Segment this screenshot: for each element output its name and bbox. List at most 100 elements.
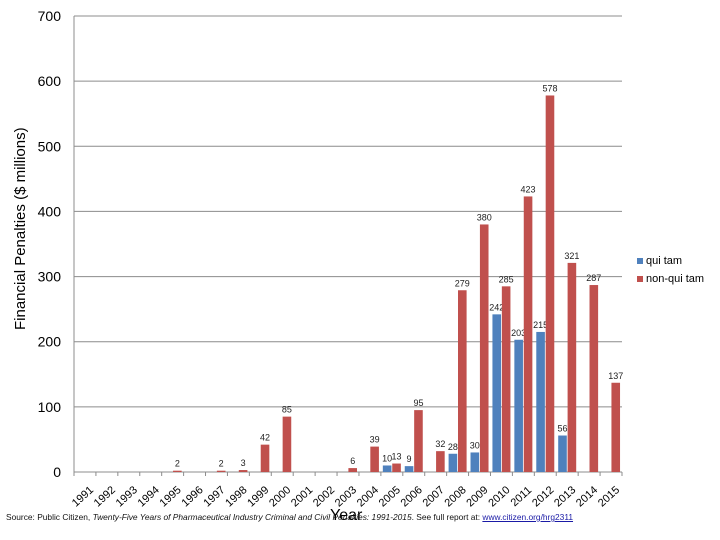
bar-non-qui-tam-2015: [611, 382, 621, 472]
bar-qui-tam-2013: [558, 435, 567, 472]
x-tick-label: 1996: [179, 484, 205, 509]
legend-label-non-qui-tam: non-qui tam: [646, 273, 705, 285]
x-tick-label: 2015: [596, 484, 622, 509]
bar-non-qui-tam-2006: [414, 410, 423, 472]
data-label-qui-tam-2005: 10: [382, 453, 392, 463]
bar-non-qui-tam-2009: [479, 224, 489, 472]
x-tick-label: 2003: [333, 484, 359, 509]
bar-non-qui-tam-1999: [260, 444, 270, 472]
source-prefix: Source: Public Citizen,: [6, 512, 93, 522]
data-label-qui-tam-2011: 203: [511, 328, 526, 338]
x-tick-label: 1994: [136, 484, 162, 509]
x-tick-label: 1997: [201, 484, 227, 509]
bar-non-qui-tam-2003: [348, 468, 357, 472]
bar-non-qui-tam-2008: [458, 290, 467, 472]
y-tick-label: 100: [38, 399, 62, 415]
data-label-non-qui-tam-1998: 3: [241, 458, 246, 468]
x-tick-label: 2009: [464, 484, 490, 509]
x-tick-label: 2008: [442, 484, 468, 509]
legend-item-qui-tam: qui tam: [637, 252, 704, 270]
x-tick-label: 1992: [92, 484, 118, 509]
data-label-qui-tam-2009: 30: [470, 440, 480, 450]
x-tick-label: 1991: [70, 484, 96, 509]
data-label-non-qui-tam-2012: 578: [542, 83, 557, 93]
data-label-qui-tam-2010: 242: [489, 302, 504, 312]
legend-swatch-qui-tam: [637, 258, 643, 264]
data-label-qui-tam-2008: 28: [448, 442, 458, 452]
data-label-non-qui-tam-2011: 423: [521, 184, 536, 194]
data-label-non-qui-tam-2010: 285: [499, 274, 514, 284]
legend-item-non-qui-tam: non-qui tam: [637, 270, 704, 288]
data-label-non-qui-tam-1999: 42: [260, 433, 270, 443]
x-tick-label: 1993: [114, 484, 140, 509]
bar-non-qui-tam-2012: [545, 95, 555, 472]
x-tick-label: 2000: [267, 484, 293, 509]
data-label-non-qui-tam-2000: 85: [282, 405, 292, 415]
data-label-non-qui-tam-2006: 95: [413, 398, 423, 408]
data-label-non-qui-tam-2005: 13: [392, 452, 402, 462]
bar-qui-tam-2012: [536, 331, 545, 472]
legend-swatch-non-qui-tam: [637, 276, 643, 282]
bar-qui-tam-2010: [492, 314, 502, 472]
data-label-non-qui-tam-2004: 39: [370, 435, 380, 445]
bar-non-qui-tam-1997: [216, 470, 226, 472]
source-link[interactable]: www.citizen.org/hrg2311: [482, 512, 574, 522]
y-tick-label: 400: [38, 203, 62, 219]
x-tick-label: 2002: [311, 484, 337, 509]
data-label-non-qui-tam-2015: 137: [608, 371, 623, 381]
x-tick-label: 2004: [355, 484, 381, 509]
x-tick-label: 2012: [530, 484, 556, 509]
x-tick-label: 1995: [158, 484, 184, 509]
y-tick-label: 600: [38, 73, 62, 89]
y-axis-title: Financial Penalties ($ millions): [12, 127, 29, 330]
legend: qui tam non-qui tam: [637, 252, 704, 288]
data-label-non-qui-tam-1997: 2: [219, 459, 224, 469]
x-tick-label: 2006: [399, 484, 425, 509]
data-label-non-qui-tam-2007: 32: [435, 439, 445, 449]
bar-qui-tam-2005: [382, 465, 392, 472]
x-tick-label: 2010: [486, 484, 512, 509]
source-note: Source: Public Citizen, Twenty-Five Year…: [6, 511, 573, 523]
x-tick-label: 2011: [509, 484, 535, 509]
bar-non-qui-tam-1995: [173, 470, 182, 472]
x-tick-label: 1998: [223, 484, 249, 509]
bar-non-qui-tam-2000: [282, 416, 292, 472]
x-tick-label: 2013: [552, 484, 578, 509]
bar-qui-tam-2008: [448, 453, 458, 472]
bar-qui-tam-2006: [404, 466, 414, 472]
x-axis-title: Year: [330, 507, 363, 524]
bar-non-qui-tam-2005: [392, 463, 401, 472]
data-label-non-qui-tam-2014: 287: [586, 273, 601, 283]
data-label-qui-tam-2013: 56: [557, 424, 567, 434]
x-tick-label: 2001: [289, 484, 315, 509]
x-tick-label: 2005: [377, 484, 403, 509]
source-suffix: . See full report at:: [411, 512, 483, 522]
bar-non-qui-tam-2011: [523, 196, 533, 472]
data-label-non-qui-tam-2013: 321: [564, 251, 579, 261]
bar-non-qui-tam-2014: [589, 285, 599, 472]
bar-non-qui-tam-1998: [238, 470, 248, 472]
legend-label-qui-tam: qui tam: [646, 255, 683, 267]
bar-non-qui-tam-2007: [436, 451, 445, 472]
y-tick-label: 300: [38, 269, 62, 285]
y-tick-label: 200: [38, 334, 62, 350]
x-tick-label: 1999: [245, 484, 271, 509]
data-label-qui-tam-2006: 9: [407, 454, 412, 464]
bar-qui-tam-2009: [470, 452, 480, 472]
data-label-non-qui-tam-2009: 380: [477, 212, 492, 222]
bar-non-qui-tam-2013: [567, 262, 577, 472]
bar-non-qui-tam-2010: [501, 286, 511, 472]
data-label-qui-tam-2012: 215: [533, 320, 548, 330]
y-tick-label: 700: [38, 8, 62, 24]
x-tick-label: 2014: [574, 484, 600, 509]
y-tick-label: 500: [38, 138, 62, 154]
y-tick-label: 0: [53, 464, 61, 480]
source-title: Twenty-Five Years of Pharmaceutical Indu…: [92, 512, 412, 522]
data-label-non-qui-tam-2003: 6: [350, 456, 355, 466]
data-label-non-qui-tam-2008: 279: [455, 278, 470, 288]
bar-non-qui-tam-2004: [370, 446, 379, 472]
x-tick-label: 2007: [421, 484, 447, 509]
data-label-non-qui-tam-1995: 2: [175, 459, 180, 469]
bar-qui-tam-2011: [514, 339, 523, 472]
